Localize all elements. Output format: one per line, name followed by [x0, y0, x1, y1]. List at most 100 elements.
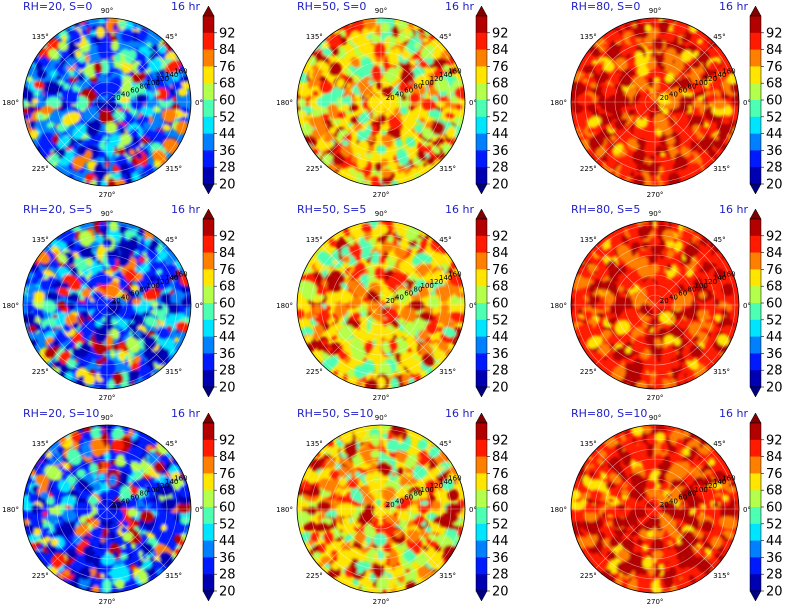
angle-label: 315° [165, 165, 182, 173]
colorbar-extend-min [475, 590, 488, 602]
colorbar-extend-min [202, 183, 215, 195]
colorbar-segment [476, 557, 487, 575]
angle-label: 0° [195, 506, 203, 514]
angle-label: 315° [439, 165, 456, 173]
colorbar-segment [476, 353, 487, 371]
angle-label: 225° [580, 165, 597, 173]
radial-tick-label: 160 [722, 270, 735, 278]
radial-tick-label: 40 [121, 90, 130, 98]
colorbar-tick-label: 28 [219, 364, 236, 379]
polar-grid [23, 18, 191, 186]
colorbar-tick-label: 20 [219, 381, 236, 396]
colorbar-segment [203, 574, 214, 592]
angle-label: 270° [647, 191, 664, 199]
colorbar-segment [476, 235, 487, 253]
radial-tick-label: 80 [140, 83, 149, 91]
radial-tick-label: 160 [174, 270, 187, 278]
angle-label: 225° [580, 572, 597, 580]
radial-tick-label: 20 [112, 297, 121, 305]
colorbar-segment [203, 507, 214, 525]
colorbar-segment [203, 269, 214, 287]
colorbar-tick-label: 92 [219, 229, 236, 244]
radial-tick-label: 20 [112, 501, 121, 509]
colorbar-extend-max [749, 208, 762, 220]
angle-label: 0° [195, 302, 203, 310]
panel-time-label: 16 hr [719, 203, 748, 216]
colorbar-tick-label: 44 [219, 534, 236, 549]
polar-grid [23, 221, 191, 389]
colorbar-segment [203, 235, 214, 253]
angle-label: 90° [101, 210, 113, 218]
angle-label: 135° [580, 440, 597, 448]
colorbar-tick-label: 36 [219, 347, 236, 362]
polar-field [23, 221, 191, 389]
colorbar-segment [203, 456, 214, 474]
colorbar-tick-label: 20 [219, 585, 236, 600]
colorbar-segment [750, 423, 761, 441]
angle-label: 90° [375, 7, 387, 15]
angle-label: 315° [439, 572, 456, 580]
colorbar-segment [750, 235, 761, 253]
radial-tick-label: 60 [130, 87, 139, 95]
polar-panel: 20 40 60 8010012014016090°45°0°315°270°225°… [276, 407, 508, 606]
colorbar-segment [203, 133, 214, 151]
colorbar-tick-label: 28 [219, 568, 236, 583]
radial-tick-label: 100 [147, 79, 160, 87]
radial-tick-label: 120 [430, 482, 443, 490]
radial-tick-label: 140 [439, 478, 452, 486]
polar-grid [297, 221, 465, 389]
angle-label: 45° [713, 440, 725, 448]
radial-tick-label: 140 [713, 71, 726, 79]
polar-grid [571, 221, 739, 389]
radial-tick-label: 120 [704, 75, 717, 83]
radial-tick-label: 80 [414, 490, 423, 498]
colorbar-tick-label: 60 [766, 501, 783, 516]
radial-tick-label: 140 [713, 274, 726, 282]
colorbar-tick-label: 36 [492, 144, 509, 159]
colorbar-extend-min [749, 590, 762, 602]
colorbar-segment [750, 32, 761, 50]
radial-tick-label: 40 [669, 90, 678, 98]
colorbar-segment [203, 83, 214, 101]
colorbar-tick-label: 84 [766, 450, 783, 465]
angle-label: 45° [439, 440, 451, 448]
polar-panel: 20 40 60 8010012014016090°45°0°315°270°225°… [276, 0, 508, 199]
radial-tick-label: 140 [165, 71, 178, 79]
polar-frame [570, 220, 740, 390]
radial-tick-label: 100 [695, 79, 708, 87]
colorbar-segment [476, 150, 487, 168]
colorbar-tick-label: 92 [492, 26, 509, 41]
colorbar-segment [203, 523, 214, 541]
colorbar-tick-label: 68 [766, 484, 783, 499]
colorbar-tick-label: 44 [766, 127, 783, 142]
angle-label: 45° [713, 33, 725, 41]
angle-label: 135° [32, 440, 49, 448]
angle-label: 315° [713, 368, 730, 376]
radial-tick-label: 20 [660, 94, 669, 102]
colorbar-segment [203, 16, 214, 34]
colorbar-segment [750, 16, 761, 34]
colorbar-tick-label: 36 [219, 551, 236, 566]
colorbar-tick-label: 20 [766, 585, 783, 600]
angle-label: 225° [306, 165, 323, 173]
angle-label: 0° [469, 302, 477, 310]
radial-tick-label: 60 [130, 290, 139, 298]
colorbar-segment [750, 219, 761, 237]
radial-tick-label: 100 [147, 282, 160, 290]
panel-time-label: 16 hr [445, 0, 474, 13]
colorbar-tick-label: 68 [219, 280, 236, 295]
colorbar-tick-label: 60 [219, 297, 236, 312]
polar-grid [297, 18, 465, 186]
colorbar-extend-min [202, 386, 215, 398]
colorbar-segment [476, 336, 487, 354]
radial-tick-label: 160 [174, 67, 187, 75]
colorbar-segment [750, 507, 761, 525]
panel-time-label: 16 hr [719, 407, 748, 420]
colorbar-tick-label: 84 [492, 43, 509, 58]
angle-label: 270° [99, 394, 116, 402]
colorbar-extend-max [475, 208, 488, 220]
colorbar-segment [750, 319, 761, 337]
angle-label: 270° [373, 191, 390, 199]
colorbar-tick-label: 60 [219, 501, 236, 516]
